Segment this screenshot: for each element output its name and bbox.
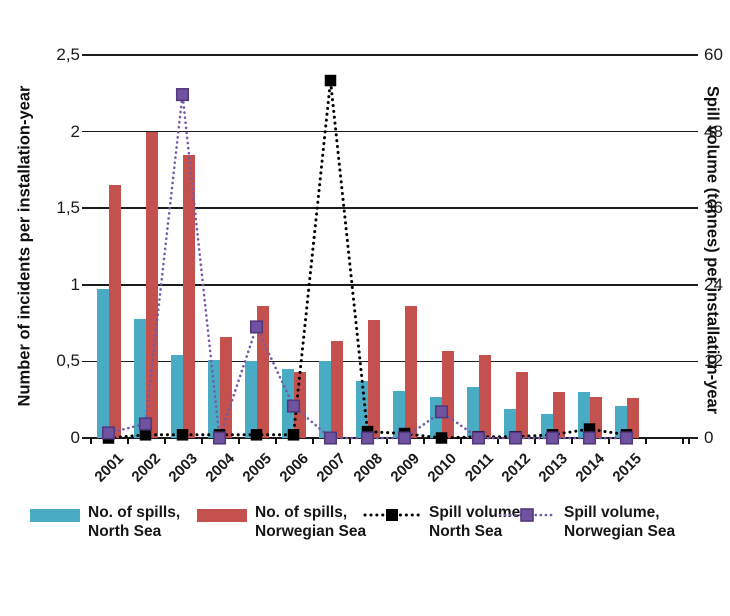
grid-line [82, 284, 698, 286]
right-axis-tick-label: 60 [704, 45, 723, 64]
spill-volume-line [107, 94, 628, 440]
x-axis-tick [275, 438, 277, 444]
line-marker [249, 320, 264, 334]
left-axis-tick-label: 1,5 [56, 198, 80, 218]
bar [256, 306, 269, 438]
x-axis-tick [497, 438, 499, 444]
x-axis-tick [127, 438, 129, 444]
x-axis-tick [90, 438, 92, 444]
right-axis-tick-label: 24 [704, 274, 723, 294]
x-axis-tick [201, 438, 203, 444]
line-marker [434, 405, 449, 419]
line-series-overlay [101, 74, 634, 445]
legend-swatch-line [363, 509, 421, 521]
x-axis-tick [349, 438, 351, 444]
bar [355, 381, 368, 438]
line-marker [323, 431, 338, 445]
plot-area: 2,5 60 2 48 1,5 36 1 24 0,5 12 0 0 2001 2002 2003 2004 2… [56, 45, 723, 486]
line-marker [176, 429, 189, 441]
line-marker [175, 88, 190, 102]
left-axis-tick-label: 0,5 [56, 351, 80, 371]
line-marker [545, 431, 560, 445]
line-marker [435, 432, 448, 444]
left-axis-tick-label: 0 [70, 428, 80, 447]
bar [207, 359, 220, 438]
bar [108, 185, 121, 438]
legend-swatch-bar [30, 509, 80, 522]
line-marker [250, 429, 263, 441]
line-marker [101, 426, 116, 440]
x-axis-tick [386, 438, 388, 444]
line-marker [582, 431, 597, 445]
line-marker [286, 399, 301, 413]
left-axis-tick-label: 1 [70, 274, 80, 294]
x-axis-tick [312, 438, 314, 444]
spill-volume-line [107, 80, 628, 440]
legend-label: No. of spills, Norwegian Sea [255, 504, 367, 540]
legend-item: No. of spills, North Sea [30, 503, 180, 541]
bar [392, 390, 405, 438]
bar [466, 387, 479, 438]
line-marker [212, 431, 227, 445]
x-axis-tick [423, 438, 425, 444]
x-axis-tick [688, 438, 690, 444]
bar [503, 408, 516, 438]
left-axis-tick-label: 2 [70, 121, 80, 141]
x-axis-tick [571, 438, 573, 444]
line-marker [508, 431, 523, 445]
line-marker [324, 74, 337, 87]
grid-line [82, 54, 698, 56]
line-marker [583, 423, 596, 435]
x-axis-tick [534, 438, 536, 444]
line-marker [397, 431, 412, 445]
legend: No. of spills, North Sea No. of spills, Nor… [0, 503, 730, 563]
right-axis-tick-label: 12 [704, 351, 723, 371]
grid-line [82, 130, 698, 133]
line-marker [471, 431, 486, 445]
grid-line [82, 360, 698, 363]
bar [330, 341, 343, 438]
x-axis-tick [682, 438, 684, 444]
line-marker [139, 429, 152, 441]
bar [404, 306, 417, 438]
line-marker [360, 431, 375, 445]
bar [244, 361, 257, 438]
legend-item: No. of spills, Norwegian Sea [197, 503, 366, 541]
left-axis-tick-label: 2,5 [56, 45, 80, 64]
legend-label: Spill volume, North Sea [429, 504, 525, 540]
bar [478, 355, 491, 438]
bar [182, 154, 195, 438]
legend-item: Spill volume, Norwegian Sea [498, 503, 675, 541]
right-axis-tick-label: 0 [704, 428, 714, 447]
bar [318, 361, 331, 438]
line-marker [138, 417, 153, 431]
legend-label: No. of spills, North Sea [88, 504, 181, 540]
right-axis-tick-label: 48 [704, 121, 723, 141]
legend-swatch-bar [197, 509, 247, 522]
bar [219, 336, 232, 438]
bar [170, 355, 183, 438]
line-marker [287, 429, 300, 441]
legend-item: Spill volume, North Sea [363, 503, 525, 541]
legend-label: Spill volume, Norwegian Sea [564, 504, 676, 540]
x-axis-tick [645, 438, 647, 444]
bar [367, 320, 380, 438]
right-axis-tick-label: 36 [704, 198, 723, 218]
grid-line [82, 437, 698, 440]
bar [133, 318, 146, 438]
grid-line [82, 207, 698, 209]
x-axis-tick [608, 438, 610, 444]
x-axis-tick [164, 438, 166, 444]
bar [552, 392, 565, 438]
bar [145, 131, 158, 438]
bar [515, 372, 528, 438]
x-axis-tick [238, 438, 240, 444]
legend-swatch-line [498, 508, 556, 522]
bar [626, 398, 639, 438]
bar [96, 289, 109, 438]
x-axis-tick [460, 438, 462, 444]
line-marker [619, 431, 634, 445]
